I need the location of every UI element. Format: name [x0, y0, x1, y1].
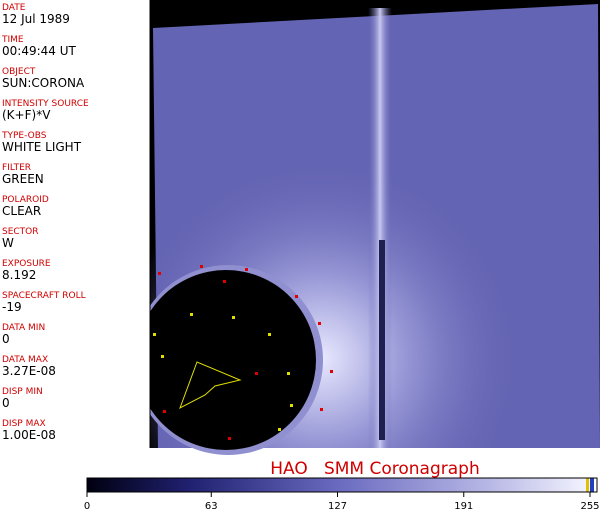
field-value: 12 Jul 1989: [2, 12, 70, 26]
colorbar: [87, 478, 590, 492]
red-dots: [158, 265, 333, 440]
colorbar-frame: [86, 477, 598, 493]
tick-label: 63: [205, 501, 218, 512]
field-value: 00:49:44 UT: [2, 44, 76, 58]
field-label: DATE: [2, 3, 26, 13]
field-label: DISP MAX: [2, 419, 46, 429]
field-label: POLAROID: [2, 195, 49, 205]
field-label: TIME: [1, 35, 24, 45]
field-label: DISP MIN: [2, 387, 43, 397]
field-value: WHITE LIGHT: [2, 140, 82, 154]
field-label: FILTER: [2, 163, 31, 173]
field-value: (K+F)*V: [2, 108, 51, 122]
field-label: SECTOR: [2, 227, 39, 237]
field-value: 1.00E-08: [2, 428, 56, 442]
yellow-dots: [153, 313, 293, 431]
field-value: W: [2, 236, 14, 250]
field-value: 0: [2, 396, 10, 410]
occulter: [136, 270, 316, 450]
field-value: SUN:CORONA: [2, 76, 85, 90]
field-label: SPACECRAFT ROLL: [2, 291, 86, 301]
field-label: DATA MIN: [2, 323, 45, 333]
field-value: GREEN: [2, 172, 44, 186]
field-label: EXPOSURE: [2, 259, 51, 269]
field-label: OBJECT: [2, 67, 36, 77]
tick-label: 191: [454, 501, 473, 512]
field-label: INTENSITY SOURCE: [2, 99, 89, 109]
field-value: 0: [2, 332, 10, 346]
field-label: TYPE-OBS: [1, 131, 47, 141]
tick-label: 127: [328, 501, 347, 512]
tick-label: 0: [84, 501, 90, 512]
title: HAO SMM Coronagraph: [270, 459, 479, 479]
colorbar-end: [590, 478, 594, 492]
field-value: CLEAR: [2, 204, 41, 218]
field-value: 3.27E-08: [2, 364, 56, 378]
tick-label: 255: [580, 501, 599, 512]
info-panel: [0, 0, 150, 448]
pylon-shadow: [379, 240, 385, 440]
sun-marker: [179, 361, 242, 410]
field-label: DATA MAX: [2, 355, 48, 365]
colorbar-end: [586, 478, 589, 492]
field-value: 8.192: [2, 268, 36, 282]
field-value: -19: [2, 300, 22, 314]
